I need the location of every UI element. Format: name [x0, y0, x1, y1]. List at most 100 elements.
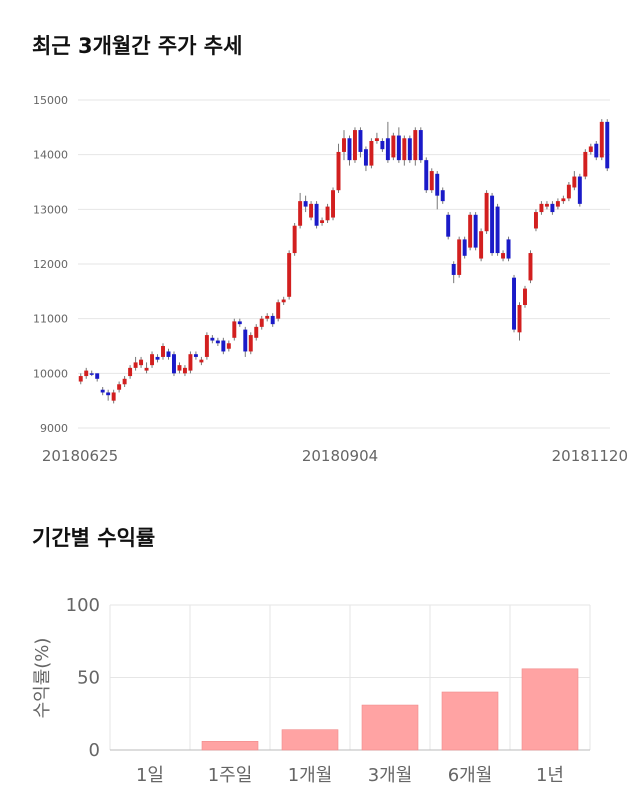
- return-bar: [441, 691, 499, 751]
- x-tick-label: 20181120: [552, 447, 628, 465]
- candle-body: [303, 201, 308, 207]
- candle-body: [385, 138, 390, 161]
- candle-body: [347, 138, 352, 161]
- candle-body: [144, 367, 149, 371]
- candle-body: [429, 171, 434, 191]
- candle-body: [95, 373, 100, 379]
- candle-body: [215, 340, 220, 344]
- candle-body: [188, 354, 193, 371]
- candle-body: [468, 214, 473, 248]
- candle-body: [396, 135, 401, 161]
- candle-body: [84, 370, 89, 377]
- candle-body: [413, 130, 418, 161]
- candle-body: [402, 138, 407, 161]
- candle-body: [111, 392, 116, 401]
- return-by-period-title: 기간별 수익률: [32, 526, 156, 550]
- candle-body: [479, 231, 484, 259]
- y-axis-label: 수익률(%): [32, 638, 53, 719]
- candle-body: [374, 138, 379, 141]
- candle-body: [177, 365, 182, 371]
- candle-body: [204, 335, 209, 357]
- candle-body: [506, 239, 511, 259]
- y-tick-label: 10000: [33, 367, 68, 380]
- candle-body: [517, 305, 522, 333]
- candle-body: [572, 176, 577, 188]
- candle-body: [287, 253, 292, 297]
- x-tick-label: 6개월: [448, 765, 493, 786]
- candle-body: [221, 340, 226, 352]
- candle-body: [566, 184, 571, 199]
- candle-body: [182, 367, 187, 374]
- candle-body: [484, 192, 489, 232]
- return-bar: [281, 729, 339, 751]
- candle-body: [106, 392, 111, 396]
- x-tick-label: 1일: [136, 765, 164, 786]
- candle-body: [352, 130, 357, 161]
- candle-body: [331, 190, 336, 218]
- candle-body: [336, 151, 341, 191]
- y-tick-label: 50: [77, 668, 100, 689]
- x-tick-label: 20180625: [42, 447, 118, 465]
- return-bar: [361, 704, 419, 751]
- candle-body: [117, 384, 122, 390]
- y-tick-label: 11000: [33, 313, 68, 326]
- candle-body: [490, 195, 495, 254]
- candle-body: [440, 190, 445, 202]
- candle-body: [199, 359, 204, 363]
- candle-body: [172, 354, 176, 374]
- candle-body: [407, 138, 412, 161]
- return-bar: [201, 741, 259, 751]
- candle-body: [265, 315, 270, 319]
- candle-body: [122, 378, 127, 385]
- candle-body: [391, 135, 396, 158]
- candle-body: [314, 203, 319, 226]
- candle-body: [446, 214, 451, 237]
- candle-body: [155, 356, 160, 360]
- return-bar: [521, 668, 579, 751]
- candle-body: [89, 373, 94, 375]
- candle-body: [501, 253, 506, 259]
- candle-body: [150, 354, 155, 366]
- candle-body: [418, 130, 423, 161]
- candle-body: [325, 206, 330, 221]
- candle-body: [523, 288, 527, 305]
- y-tick-label: 13000: [33, 203, 68, 216]
- price-trend-title: 최근 3개월간 주가 추세: [32, 34, 243, 58]
- x-tick-label: 20180904: [302, 447, 378, 465]
- candle-body: [342, 138, 346, 152]
- candle-body: [298, 201, 303, 226]
- candle-body: [451, 264, 456, 275]
- candle-body: [232, 321, 237, 338]
- candle-body: [226, 343, 231, 349]
- candle-body: [550, 203, 555, 213]
- candle-body: [539, 203, 544, 213]
- candle-body: [193, 354, 198, 357]
- candle-body: [561, 198, 566, 202]
- candle-body: [254, 326, 259, 338]
- candle-body: [533, 212, 538, 229]
- candle-body: [358, 130, 363, 152]
- candle-body: [309, 203, 314, 218]
- candle-body: [248, 335, 253, 352]
- candle-body: [473, 214, 478, 248]
- candle-body: [243, 329, 248, 352]
- candle-body: [528, 253, 533, 281]
- y-tick-label: 12000: [33, 258, 68, 271]
- candle-body: [594, 143, 599, 158]
- candle-body: [281, 299, 286, 303]
- candle-body: [512, 277, 516, 330]
- candle-body: [276, 302, 281, 319]
- candle-body: [237, 321, 242, 325]
- candle-body: [605, 121, 610, 169]
- candle-body: [495, 206, 500, 254]
- return-bar-chart: 0 50 100 1일 1주일 1개월 3개월 6개월 1년 수익률(%): [32, 595, 591, 786]
- y-tick-label: 15000: [33, 94, 68, 107]
- candle-body: [577, 176, 582, 204]
- candle-body: [78, 376, 83, 382]
- x-tick-label: 1년: [536, 765, 564, 786]
- candle-body: [369, 141, 374, 166]
- candle-body: [599, 121, 604, 158]
- candle-body: [270, 315, 275, 325]
- candlestick-chart: 9000 10000 11000 12000 13000 14000 15000 201806…: [33, 94, 628, 465]
- candle-body: [161, 346, 165, 357]
